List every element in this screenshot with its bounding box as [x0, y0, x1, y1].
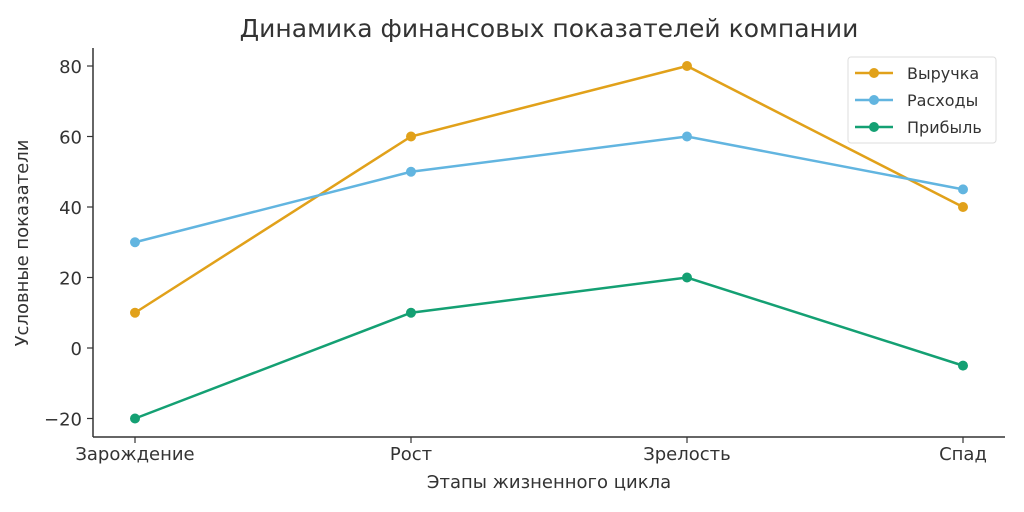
legend-marker [869, 95, 879, 105]
data-point [958, 202, 968, 212]
x-tick-label: Зрелость [643, 444, 731, 465]
data-point [130, 413, 140, 424]
series-line-2 [134, 276, 964, 420]
chart-title: Динамика финансовых показателей компании [240, 14, 859, 43]
x-axis-label: Этапы жизненного цикла [427, 472, 671, 493]
y-tick-label: 40 [59, 198, 82, 219]
data-point [130, 237, 140, 248]
y-tick-label: 60 [59, 128, 82, 149]
legend-label: Выручка [907, 64, 979, 83]
legend-marker [869, 122, 879, 132]
x-tick-label: Зарождение [75, 444, 194, 465]
legend-label: Расходы [907, 91, 978, 110]
y-tick-label: 0 [71, 339, 82, 360]
y-tick-label: 80 [59, 57, 82, 78]
data-point [406, 166, 416, 177]
data-point [958, 184, 968, 195]
legend-marker [869, 68, 879, 78]
data-point [406, 131, 416, 142]
data-point [682, 272, 692, 283]
legend-box [847, 56, 997, 144]
legend-label: Прибыль [907, 118, 982, 137]
data-point [406, 307, 416, 318]
data-point [682, 61, 692, 71]
series-line-1 [134, 135, 964, 244]
x-tick-label: Рост [390, 444, 432, 465]
x-tick-label: Спад [939, 444, 987, 465]
legend: Выручка Расходы Прибыль [847, 56, 997, 144]
data-point [682, 131, 692, 142]
series-line-0 [134, 64, 964, 314]
y-tick-label: −20 [44, 410, 82, 431]
y-tick-label: 20 [59, 269, 82, 290]
y-axis-label: Условные показатели [12, 140, 33, 347]
data-point [130, 307, 140, 318]
data-point [958, 360, 968, 371]
